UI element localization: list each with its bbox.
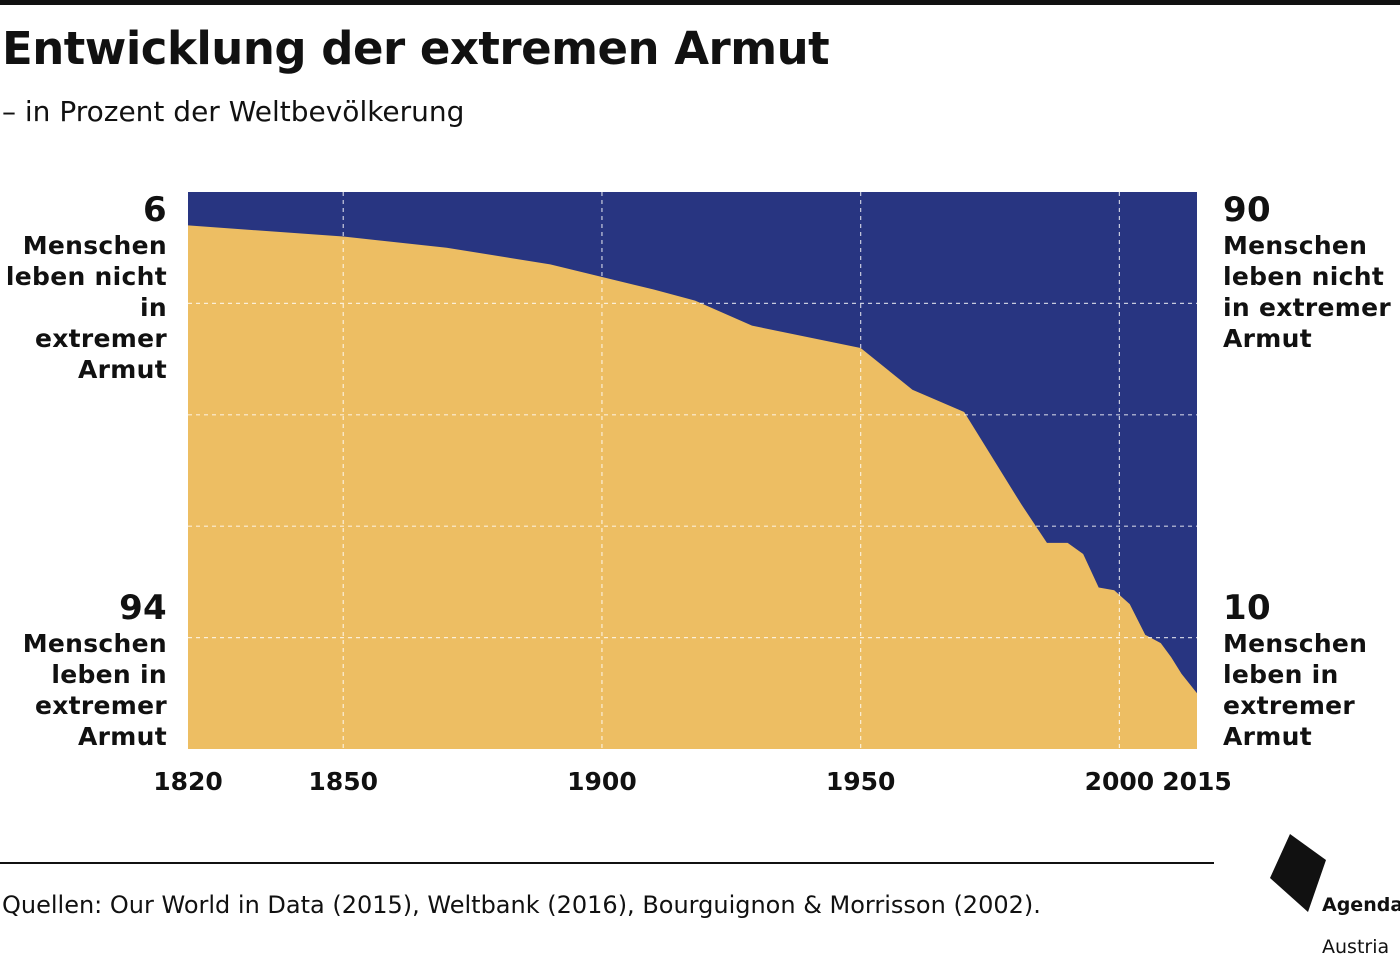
x-tick-label-2000: 2000 xyxy=(1085,767,1155,796)
top-rule xyxy=(0,0,1400,5)
label-right-bottom: 10 Menschen leben in extremer Armut xyxy=(1223,588,1393,752)
x-tick-label-1850: 1850 xyxy=(308,767,378,796)
label-right-top: 90 Menschen leben nicht in extremer Armu… xyxy=(1223,190,1393,354)
x-tick-label-1950: 1950 xyxy=(826,767,896,796)
logo-line1: Agenda xyxy=(1322,894,1400,916)
label-right-bottom-value: 10 xyxy=(1223,588,1271,628)
label-right-bottom-text: Menschen leben in extremer Armut xyxy=(1223,629,1368,751)
source-note: Quellen: Our World in Data (2015), Weltb… xyxy=(2,891,1041,919)
x-tick-label-2015: 2015 xyxy=(1162,767,1232,796)
label-right-top-text: Menschen leben nicht in extremer Armut xyxy=(1223,231,1392,353)
logo-line2: Austria xyxy=(1322,936,1390,958)
label-left-bottom-text: Menschen leben in extremer Armut xyxy=(22,629,167,751)
x-tick-label-1820: 1820 xyxy=(153,767,223,796)
area-chart: 1820 1850 1900 1950 2000 2015 xyxy=(153,192,1232,796)
label-left-top: 6 Menschen leben nicht in extremer Armut xyxy=(0,190,167,385)
label-right-top-value: 90 xyxy=(1223,190,1271,230)
agenda-austria-logo: Agenda Austria xyxy=(1266,830,1400,958)
label-left-bottom-value: 94 xyxy=(119,588,167,628)
label-left-top-text: Menschen leben nicht in extremer Armut xyxy=(5,231,167,384)
chart-title: Entwicklung der extremen Armut xyxy=(2,22,830,75)
bottom-rule xyxy=(0,862,1214,864)
chart-subtitle: – in Prozent der Weltbevölkerung xyxy=(2,95,465,128)
label-left-top-value: 6 xyxy=(143,190,167,230)
x-tick-label-1900: 1900 xyxy=(567,767,637,796)
label-left-bottom: 94 Menschen leben in extremer Armut xyxy=(0,588,167,752)
logo-text: Agenda Austria xyxy=(1322,874,1400,958)
area-extreme-poverty xyxy=(188,225,1197,750)
logo-shape-icon xyxy=(1270,834,1326,912)
